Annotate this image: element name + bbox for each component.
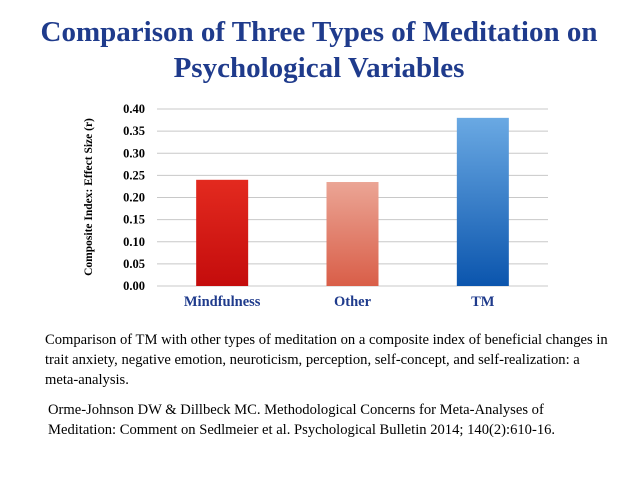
bar-mindfulness [196,179,249,286]
bar-chart: 0.00 0.05 0.10 0.15 0.20 0.25 0.30 0.35 0.40 Min… [83,102,548,310]
title-line-1: Comparison of Three Types of Meditation … [40,16,598,48]
y-tick-label: 0.25 [123,168,145,182]
title-line-2: Psychological Variables [173,52,465,84]
bars [196,117,509,286]
y-tick-label: 0.40 [123,102,145,116]
y-tick-label: 0.05 [123,257,145,271]
bar-tm [456,117,509,286]
x-tick-label-other: Other [334,294,372,310]
chart-caption: Comparison of TM with other types of med… [45,332,608,388]
y-tick-label: 0.10 [123,235,145,249]
citation-reference: Orme-Johnson DW & Dillbeck MC. Methodolo… [48,402,556,438]
slide-title: Comparison of Three Types of Meditation … [0,14,638,86]
y-tick-label: 0.20 [123,191,145,205]
y-tick-labels: 0.00 0.05 0.10 0.15 0.20 0.25 0.30 0.35 0.40 [123,102,145,293]
y-tick-label: 0.35 [123,124,145,138]
y-tick-label: 0.00 [123,279,145,293]
y-axis-label: Composite Index: Effect Size (r) [83,118,95,276]
y-tick-label: 0.15 [123,213,145,227]
x-tick-label-tm: TM [471,294,495,310]
x-tick-label-mindfulness: Mindfulness [184,294,261,310]
y-tick-label: 0.30 [123,146,145,160]
x-tick-labels: Mindfulness Other TM [184,294,495,310]
bar-other [326,182,379,286]
